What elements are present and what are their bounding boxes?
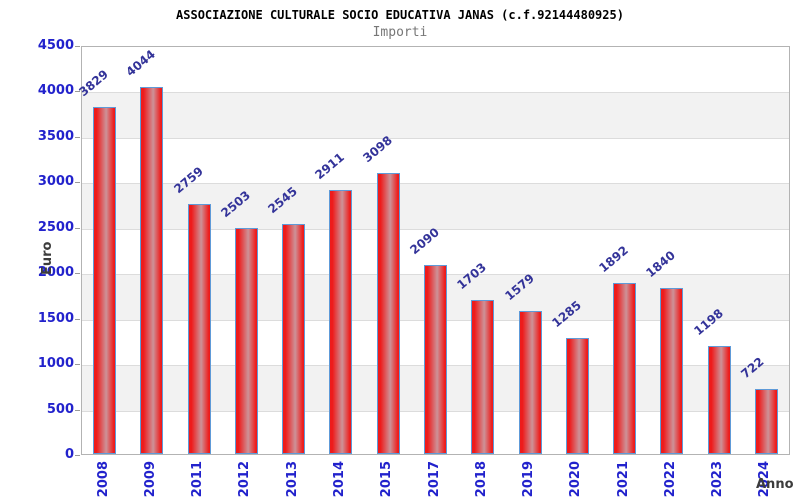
y-tick-label: 2000	[37, 265, 74, 281]
y-axis-title: Euro	[40, 241, 55, 275]
bar	[660, 287, 684, 454]
y-tick-mark	[75, 136, 80, 138]
y-tick-mark	[75, 46, 80, 47]
y-tick-mark	[75, 318, 80, 320]
bar	[518, 311, 542, 454]
bar	[754, 389, 778, 454]
x-tick-label: 2019	[521, 461, 537, 498]
y-tick-mark	[75, 409, 80, 411]
y-tick-mark	[75, 227, 80, 229]
x-tick-label: 2009	[142, 461, 158, 498]
bar	[282, 223, 306, 454]
x-tick-label: 2021	[615, 461, 631, 498]
bar	[565, 338, 589, 454]
y-tick-label: 3000	[37, 174, 74, 190]
y-tick-mark	[75, 182, 80, 184]
x-tick-label: 2008	[95, 461, 111, 498]
chart-subtitle: Importi	[372, 25, 428, 40]
y-tick-mark	[75, 91, 80, 93]
y-tick-mark	[75, 364, 80, 366]
bar	[329, 190, 353, 454]
bar	[707, 346, 731, 454]
x-tick-label: 2018	[473, 461, 489, 498]
x-tick-label: 2014	[331, 461, 347, 498]
y-tick-mark	[75, 455, 80, 456]
x-tick-label: 2015	[379, 461, 395, 498]
chart-title: ASSOCIAZIONE CULTURALE SOCIO EDUCATIVA J…	[176, 8, 624, 22]
grid-band	[82, 137, 789, 183]
x-tick-label: 2012	[237, 461, 253, 498]
bar	[93, 106, 117, 454]
bar	[613, 283, 637, 454]
x-tick-label: 2017	[426, 461, 442, 498]
y-tick-label: 500	[46, 401, 74, 417]
y-tick-mark	[75, 273, 80, 275]
y-tick-label: 1000	[37, 356, 74, 372]
bar	[424, 265, 447, 454]
x-tick-label: 2023	[710, 461, 726, 498]
y-tick-label: 4500	[37, 38, 74, 53]
bar	[234, 227, 258, 454]
y-tick-label: 0	[64, 447, 74, 462]
x-tick-label: 2022	[662, 461, 678, 498]
bar	[187, 204, 211, 454]
x-tick-label: 2013	[284, 461, 300, 498]
bar	[376, 173, 400, 454]
grid-band	[82, 228, 789, 274]
y-tick-label: 1500	[37, 310, 74, 326]
grid-band	[82, 92, 789, 138]
x-tick-label: 2020	[568, 461, 584, 498]
x-tick-label: 2011	[190, 461, 206, 498]
x-axis-title: Anno	[756, 477, 794, 492]
bar	[140, 87, 164, 454]
y-tick-label: 4000	[37, 83, 74, 99]
grid-band	[82, 47, 789, 92]
y-tick-label: 3500	[37, 128, 74, 144]
bar	[471, 300, 495, 454]
y-tick-label: 2500	[37, 219, 74, 235]
